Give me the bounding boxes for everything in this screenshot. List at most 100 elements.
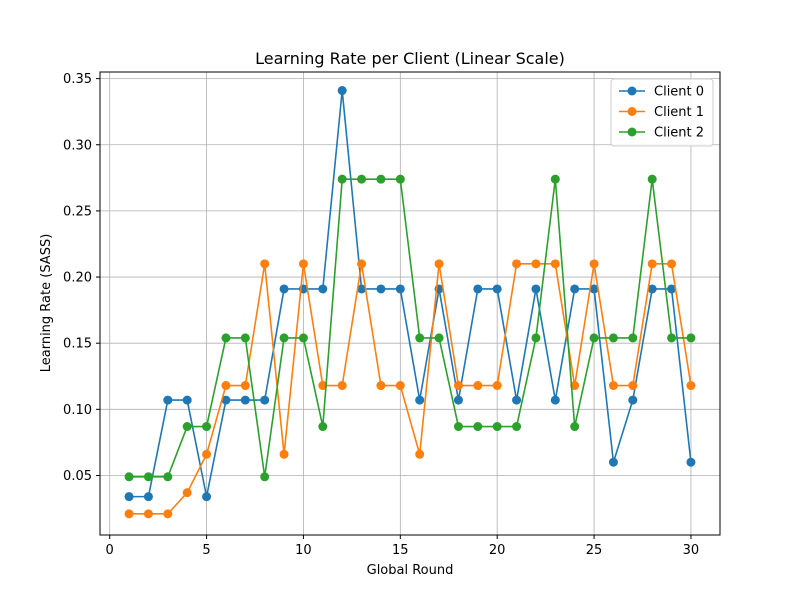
data-point: [453, 381, 463, 391]
data-point: [182, 488, 192, 498]
data-point: [589, 284, 599, 294]
y-tick-label: 0.20: [63, 271, 92, 286]
y-tick-label: 0.05: [63, 469, 92, 484]
data-point: [376, 284, 386, 294]
y-tick-label: 0.15: [63, 337, 92, 352]
data-point: [492, 381, 502, 391]
data-point: [163, 395, 173, 405]
data-point: [512, 395, 522, 405]
series-layer: [124, 86, 696, 519]
data-point: [492, 284, 502, 294]
legend-marker: [627, 107, 637, 116]
y-axis: 0.05 0.10 0.15 0.20 0.25 0.30 0.35: [63, 72, 100, 484]
y-tick-label: 0.10: [63, 403, 92, 418]
data-point: [512, 259, 522, 269]
data-point: [473, 284, 483, 294]
data-point: [608, 381, 618, 391]
data-point: [434, 333, 444, 343]
plot-frame: [99, 71, 721, 536]
data-point: [357, 259, 367, 269]
data-point: [434, 259, 444, 269]
data-point: [628, 395, 638, 405]
data-point: [357, 174, 367, 184]
data-point: [512, 422, 522, 432]
data-point: [647, 259, 657, 269]
data-point: [202, 422, 212, 432]
data-point: [531, 333, 541, 343]
data-point: [550, 395, 560, 405]
series-2: [124, 174, 696, 482]
series-0: [124, 86, 696, 502]
data-point: [686, 457, 696, 467]
x-tick-label: 25: [586, 543, 603, 558]
data-point: [628, 333, 638, 343]
data-point: [492, 422, 502, 432]
data-point: [453, 422, 463, 432]
y-tick-label: 0.30: [63, 138, 92, 153]
data-point: [570, 422, 580, 432]
data-point: [667, 284, 677, 294]
data-point: [240, 333, 250, 343]
data-point: [318, 422, 328, 432]
data-point: [240, 395, 250, 405]
legend: Client 0 Client 1 Client 2: [610, 78, 714, 147]
data-point: [182, 395, 192, 405]
data-point: [279, 449, 289, 459]
data-point: [453, 395, 463, 405]
series-1: [124, 259, 696, 519]
data-point: [202, 492, 212, 502]
data-point: [570, 284, 580, 294]
data-point: [589, 333, 599, 343]
data-point: [182, 422, 192, 432]
y-axis-label: Learning Rate (SASS): [39, 234, 54, 373]
x-tick-label: 5: [202, 543, 210, 558]
y-tick-label: 0.35: [63, 72, 92, 87]
data-point: [531, 284, 541, 294]
data-point: [260, 395, 270, 405]
data-point: [686, 381, 696, 391]
data-point: [608, 333, 618, 343]
data-point: [647, 174, 657, 184]
data-point: [163, 472, 173, 482]
data-point: [376, 381, 386, 391]
data-point: [667, 259, 677, 269]
data-point: [337, 174, 347, 184]
data-point: [298, 333, 308, 343]
x-tick-label: 0: [106, 543, 114, 558]
data-point: [395, 381, 405, 391]
data-point: [318, 284, 328, 294]
y-tick-label: 0.25: [63, 204, 92, 219]
data-point: [550, 259, 560, 269]
data-point: [298, 259, 308, 269]
legend-marker: [627, 86, 637, 96]
data-point: [531, 259, 541, 269]
data-point: [608, 457, 618, 467]
x-tick-label: 20: [489, 543, 506, 558]
data-point: [279, 333, 289, 343]
data-point: [589, 259, 599, 269]
data-point: [143, 492, 153, 502]
x-tick-label: 15: [392, 543, 409, 558]
data-point: [221, 333, 231, 343]
data-point: [357, 284, 367, 294]
data-point: [337, 381, 347, 391]
data-point: [221, 395, 231, 405]
data-point: [415, 449, 425, 459]
legend-box: [610, 78, 714, 147]
data-point: [647, 284, 657, 294]
data-point: [163, 509, 173, 519]
legend-label: Client 1: [654, 105, 704, 120]
data-point: [550, 174, 560, 184]
data-point: [260, 472, 270, 482]
data-point: [279, 284, 289, 294]
data-point: [415, 333, 425, 343]
legend-label: Client 0: [654, 85, 704, 100]
data-point: [240, 381, 250, 391]
chart-title: Learning Rate per Client (Linear Scale): [255, 49, 565, 68]
data-point: [124, 509, 134, 519]
data-point: [124, 472, 134, 482]
data-point: [395, 284, 405, 294]
data-point: [260, 259, 270, 269]
series-line: [129, 89, 692, 498]
